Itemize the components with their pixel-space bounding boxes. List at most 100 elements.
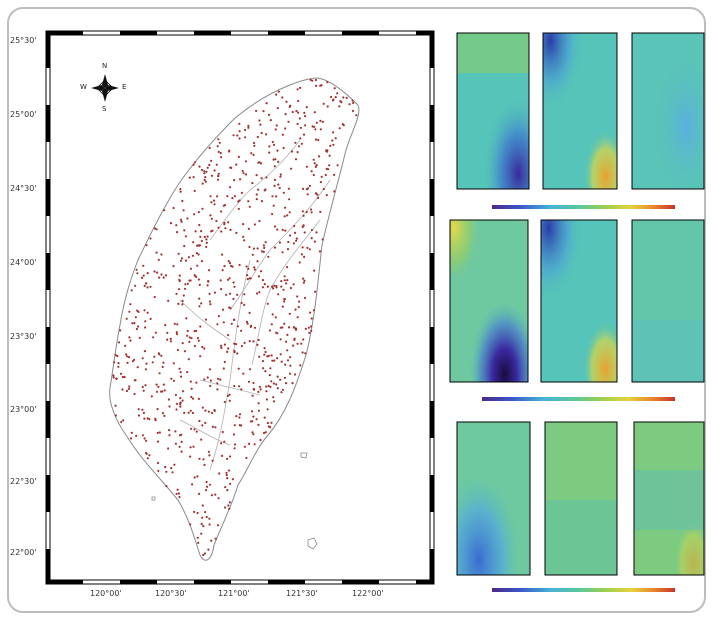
station-marker — [124, 353, 128, 356]
station-marker — [207, 410, 210, 413]
station-marker — [229, 482, 232, 485]
station-marker — [297, 145, 301, 148]
station-marker — [282, 191, 285, 194]
station-marker — [334, 96, 337, 99]
station-marker — [135, 268, 138, 271]
station-marker — [306, 246, 309, 249]
station-marker — [313, 162, 316, 165]
station-marker — [210, 174, 214, 177]
station-marker — [115, 377, 118, 380]
station-marker — [338, 127, 341, 130]
station-marker — [229, 228, 232, 231]
station-marker — [206, 376, 209, 379]
station-marker — [214, 426, 217, 429]
station-marker — [332, 98, 335, 101]
station-marker — [175, 492, 178, 495]
station-marker — [174, 393, 177, 397]
station-marker — [247, 126, 250, 129]
station-marker — [220, 344, 223, 347]
station-marker — [285, 282, 288, 285]
station-marker — [189, 279, 192, 282]
station-marker — [232, 433, 236, 436]
station-marker — [292, 283, 295, 286]
station-marker — [131, 322, 134, 325]
station-marker — [274, 316, 277, 319]
station-marker — [188, 176, 191, 179]
station-marker — [267, 255, 270, 258]
station-marker — [175, 402, 178, 405]
station-marker — [203, 378, 206, 381]
station-marker — [154, 417, 157, 420]
station-marker — [270, 323, 273, 326]
station-marker — [204, 318, 207, 321]
station-marker — [197, 244, 200, 247]
station-marker — [130, 431, 133, 434]
station-marker — [181, 199, 184, 203]
station-marker — [182, 294, 185, 297]
station-marker — [238, 130, 241, 133]
station-marker — [236, 352, 239, 355]
station-marker — [226, 195, 229, 198]
station-marker — [264, 188, 267, 191]
station-marker — [317, 196, 320, 199]
station-marker — [291, 110, 294, 114]
station-marker — [236, 293, 239, 296]
station-marker — [161, 365, 164, 368]
station-marker — [272, 158, 275, 161]
station-markers — [112, 78, 358, 557]
station-marker — [142, 411, 145, 415]
station-marker — [242, 172, 245, 175]
station-marker — [274, 128, 277, 131]
station-marker — [321, 120, 324, 123]
station-marker — [207, 280, 210, 283]
station-marker — [149, 317, 152, 320]
station-marker — [162, 276, 165, 279]
station-marker — [235, 415, 238, 418]
station-marker — [176, 348, 179, 352]
station-marker — [256, 343, 259, 346]
station-marker — [248, 245, 251, 249]
station-marker — [196, 511, 199, 515]
station-marker — [210, 539, 213, 542]
station-marker — [145, 244, 148, 247]
station-marker — [286, 214, 289, 217]
station-marker — [213, 199, 216, 202]
station-marker — [275, 124, 278, 127]
station-marker — [125, 389, 129, 393]
station-marker — [258, 219, 261, 223]
station-marker — [128, 385, 131, 388]
station-marker — [144, 368, 147, 371]
station-marker — [233, 443, 237, 446]
station-marker — [299, 364, 302, 367]
station-marker — [178, 279, 181, 283]
station-marker — [223, 400, 226, 404]
station-marker — [273, 178, 277, 181]
station-marker — [283, 206, 287, 209]
station-marker — [221, 308, 225, 311]
station-marker — [276, 375, 279, 378]
station-marker — [178, 434, 182, 437]
station-marker — [144, 384, 147, 387]
station-marker — [220, 442, 223, 445]
station-marker — [201, 345, 204, 349]
station-marker — [228, 507, 231, 510]
station-marker — [119, 329, 122, 332]
station-marker — [268, 374, 271, 377]
station-marker — [251, 182, 254, 185]
station-marker — [117, 362, 120, 365]
station-marker — [310, 317, 313, 320]
station-marker — [227, 221, 230, 224]
station-marker — [247, 124, 250, 127]
station-marker — [264, 241, 267, 244]
station-marker — [198, 492, 201, 495]
station-marker — [253, 443, 256, 446]
station-marker — [288, 211, 291, 214]
station-marker — [178, 288, 181, 291]
station-marker — [309, 78, 312, 81]
station-marker — [242, 235, 245, 238]
station-marker — [175, 331, 178, 334]
station-marker — [230, 322, 233, 325]
station-marker — [298, 300, 301, 303]
station-marker — [129, 437, 133, 440]
station-marker — [342, 124, 345, 127]
